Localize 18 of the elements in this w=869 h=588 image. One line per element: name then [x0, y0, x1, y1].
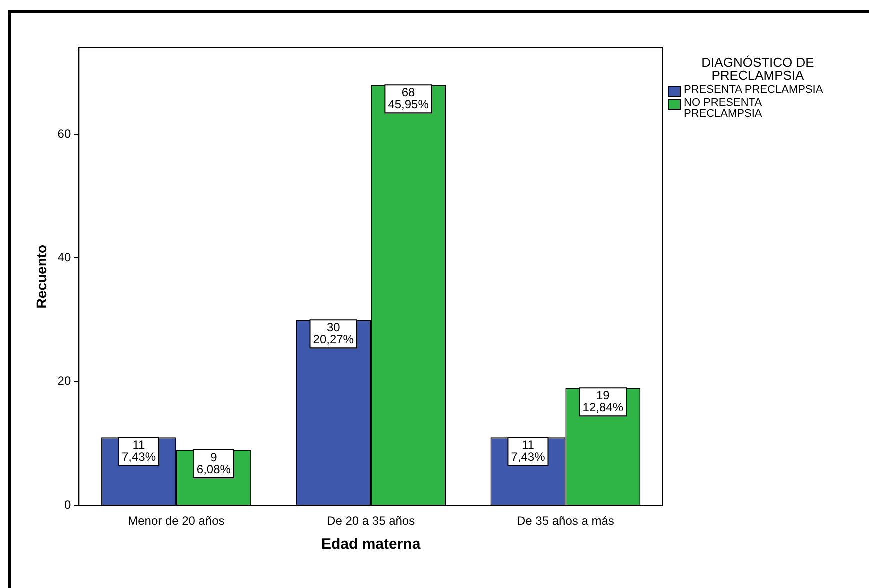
legend-label: NO PRESENTA PRECLAMPSIA [684, 97, 764, 120]
legend-label: PRESENTA PRECLAMPSIA [684, 84, 824, 96]
data-label: 68 45,95% [388, 85, 430, 112]
y-tick-label: 20 [58, 374, 72, 388]
data-label: 30 20,27% [313, 320, 354, 346]
x-tick-label: De 35 años a más [516, 514, 614, 528]
data-label: 11 7,43% [122, 438, 156, 464]
y-tick-label: 0 [64, 498, 72, 512]
data-label: 9 6,08% [196, 450, 232, 476]
y-tick-label: 60 [58, 126, 72, 141]
x-tick-label: De 20 a 35 años [327, 514, 416, 528]
legend-title: DIAGNÓSTICO DE PRECLAMPSIA [700, 55, 816, 83]
y-axis-title: Recuento [33, 244, 50, 309]
x-axis-title: Edad materna [321, 536, 422, 554]
data-label: 19 12,84% [582, 388, 624, 414]
y-tick-label: 40 [58, 250, 72, 265]
x-tick-label: Menor de 20 años [128, 514, 225, 528]
data-label: 11 7,43% [511, 438, 546, 464]
